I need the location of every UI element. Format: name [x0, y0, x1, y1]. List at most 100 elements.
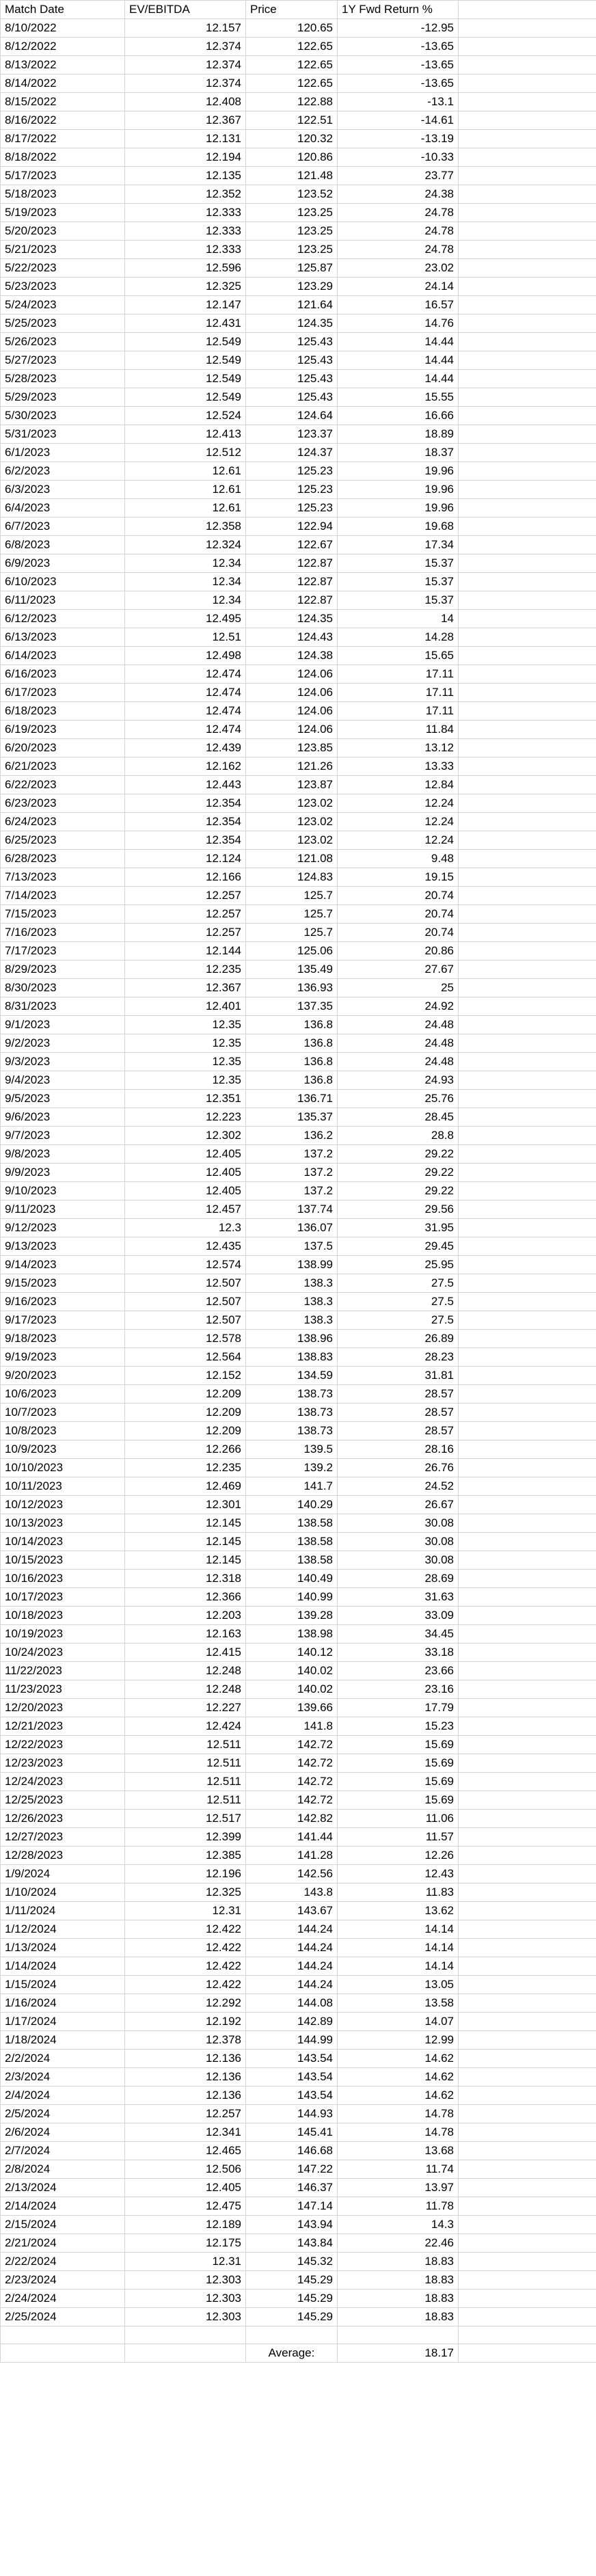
cell-price[interactable]: 138.98	[245, 1624, 338, 1643]
cell-price[interactable]: 136.8	[245, 1034, 338, 1053]
cell-price[interactable]: 142.56	[245, 1864, 338, 1883]
cell-match-date[interactable]: 2/2/2024	[0, 2049, 125, 2068]
cell-price[interactable]: 123.02	[245, 794, 338, 813]
cell-ev-ebitda[interactable]: 12.358	[124, 517, 246, 536]
cell-ev-ebitda[interactable]: 12.31	[124, 1901, 246, 1920]
cell-faint[interactable]	[458, 738, 596, 757]
cell-price[interactable]: 123.02	[245, 831, 338, 850]
cell-ev-ebitda[interactable]: 12.34	[124, 572, 246, 591]
cell-price[interactable]: 122.94	[245, 517, 338, 536]
cell-price[interactable]: 124.06	[245, 665, 338, 684]
cell-ev-ebitda[interactable]: 12.318	[124, 1569, 246, 1588]
cell-match-date[interactable]: 6/17/2023	[0, 683, 125, 702]
cell-match-date[interactable]: 5/22/2023	[0, 258, 125, 278]
cell-faint[interactable]	[458, 1440, 596, 1459]
cell-match-date[interactable]: 6/9/2023	[0, 554, 125, 573]
cell-price[interactable]: 142.72	[245, 1735, 338, 1754]
header-ev-ebitda[interactable]: EV/EBITDA	[124, 0, 246, 19]
cell-price[interactable]: 125.23	[245, 461, 338, 481]
cell-ev-ebitda[interactable]: 12.469	[124, 1477, 246, 1496]
cell-faint[interactable]	[458, 2012, 596, 2031]
cell-fwd-return[interactable]: 19.68	[337, 517, 459, 536]
cell-fwd-return[interactable]: 28.57	[337, 1421, 459, 1440]
cell-fwd-return[interactable]: 29.56	[337, 1200, 459, 1219]
cell-faint[interactable]	[458, 1311, 596, 1330]
cell-price[interactable]: 145.29	[245, 2289, 338, 2308]
cell-ev-ebitda[interactable]: 12.61	[124, 461, 246, 481]
cell-price[interactable]: 138.58	[245, 1514, 338, 1533]
cell-fwd-return[interactable]: 28.8	[337, 1126, 459, 1145]
cell-faint[interactable]	[458, 1255, 596, 1274]
cell-faint[interactable]	[458, 794, 596, 813]
cell-ev-ebitda[interactable]: 12.333	[124, 222, 246, 241]
cell-match-date[interactable]: 9/2/2023	[0, 1034, 125, 1053]
cell-ev-ebitda[interactable]: 12.424	[124, 1717, 246, 1736]
cell-price[interactable]: 136.93	[245, 978, 338, 997]
cell-ev-ebitda[interactable]: 12.422	[124, 1938, 246, 1957]
cell-price[interactable]: 125.43	[245, 351, 338, 370]
cell-price[interactable]: 140.02	[245, 1680, 338, 1699]
cell-faint[interactable]	[458, 1421, 596, 1440]
cell-faint[interactable]	[458, 1606, 596, 1625]
cell-price[interactable]: 122.65	[245, 55, 338, 75]
cell-fwd-return[interactable]: 19.15	[337, 868, 459, 887]
cell-faint[interactable]	[458, 609, 596, 628]
cell-fwd-return[interactable]: 14.14	[337, 1957, 459, 1976]
cell-ev-ebitda[interactable]: 12.194	[124, 148, 246, 167]
cell-price[interactable]: 136.8	[245, 1071, 338, 1090]
cell-faint[interactable]	[458, 1754, 596, 1773]
cell-match-date[interactable]: 2/4/2024	[0, 2086, 125, 2105]
cell-fwd-return[interactable]: 29.22	[337, 1181, 459, 1200]
cell-ev-ebitda[interactable]: 12.474	[124, 720, 246, 739]
cell-price[interactable]: 141.8	[245, 1717, 338, 1736]
cell-fwd-return[interactable]: 14.62	[337, 2067, 459, 2087]
cell-match-date[interactable]: 2/5/2024	[0, 2104, 125, 2123]
cell-faint[interactable]	[458, 1957, 596, 1976]
cell-ev-ebitda[interactable]: 12.303	[124, 2307, 246, 2326]
cell-ev-ebitda[interactable]: 12.352	[124, 185, 246, 204]
cell-fwd-return[interactable]: 34.45	[337, 1624, 459, 1643]
cell-price[interactable]: 120.32	[245, 129, 338, 148]
cell-match-date[interactable]: 5/19/2023	[0, 203, 125, 222]
cell-ev-ebitda[interactable]: 12.145	[124, 1532, 246, 1551]
cell-fwd-return[interactable]: 14.78	[337, 2104, 459, 2123]
cell-price[interactable]: 140.12	[245, 1643, 338, 1662]
cell-price[interactable]: 122.87	[245, 554, 338, 573]
cell-match-date[interactable]: 8/29/2023	[0, 960, 125, 979]
cell-price[interactable]: 138.99	[245, 1255, 338, 1274]
cell-faint[interactable]	[458, 2049, 596, 2068]
cell-price[interactable]: 136.07	[245, 1218, 338, 1237]
cell-ev-ebitda[interactable]: 12.51	[124, 628, 246, 647]
cell-price[interactable]: 123.87	[245, 775, 338, 794]
cell-ev-ebitda[interactable]: 12.405	[124, 1181, 246, 1200]
cell-fwd-return[interactable]: 13.12	[337, 738, 459, 757]
cell-match-date[interactable]: 6/16/2023	[0, 665, 125, 684]
cell-faint[interactable]	[458, 554, 596, 573]
cell-fwd-return[interactable]: 17.79	[337, 1698, 459, 1717]
cell-fwd-return[interactable]: 30.08	[337, 1551, 459, 1570]
cell-faint[interactable]	[458, 591, 596, 610]
cell-ev-ebitda[interactable]: 12.475	[124, 2197, 246, 2216]
cell-match-date[interactable]: 9/3/2023	[0, 1052, 125, 1071]
cell-fwd-return[interactable]: 14.62	[337, 2049, 459, 2068]
cell-match-date[interactable]: 9/15/2023	[0, 1274, 125, 1293]
cell-match-date[interactable]: 9/13/2023	[0, 1237, 125, 1256]
cell-faint[interactable]	[458, 37, 596, 56]
cell-fwd-return[interactable]: 9.48	[337, 849, 459, 868]
cell-ev-ebitda[interactable]: 12.162	[124, 757, 246, 776]
cell-ev-ebitda[interactable]: 12.524	[124, 406, 246, 425]
cell-price[interactable]: 144.08	[245, 1994, 338, 2013]
cell-price[interactable]: 140.49	[245, 1569, 338, 1588]
cell-ev-ebitda[interactable]: 12.574	[124, 1255, 246, 1274]
cell-faint[interactable]	[458, 1551, 596, 1570]
cell-price[interactable]: 125.23	[245, 480, 338, 499]
cell-fwd-return[interactable]: 14.28	[337, 628, 459, 647]
cell-faint[interactable]	[458, 2141, 596, 2160]
cell-faint[interactable]	[458, 443, 596, 462]
cell-fwd-return[interactable]: 14.76	[337, 314, 459, 333]
cell-fwd-return[interactable]: 13.33	[337, 757, 459, 776]
cell-price[interactable]: 122.87	[245, 591, 338, 610]
cell-match-date[interactable]: 10/12/2023	[0, 1495, 125, 1514]
cell-faint[interactable]	[458, 74, 596, 93]
cell-fwd-return[interactable]: 23.66	[337, 1661, 459, 1680]
